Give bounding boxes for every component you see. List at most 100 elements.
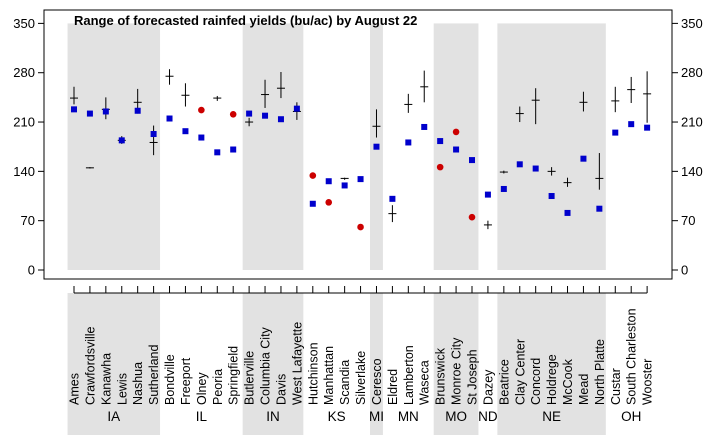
y-tick-label-right: 70 [681,213,695,228]
state-shade-ia [67,23,161,270]
square-point-ceresco [373,143,380,150]
square-point-crawfordsville [86,110,93,117]
square-point-south-charleston [628,121,635,128]
state-label-ks: KS [328,409,346,424]
site-label-south-charleston: South Charleston [625,308,639,405]
square-point-waseca [421,123,428,130]
square-point-ames [71,106,77,113]
site-label-lamberton: Lamberton [402,345,416,405]
square-point-dazey [484,191,491,198]
square-point-springfield [230,146,237,153]
circle-point-hutchinson [309,172,317,179]
square-point-brunswick [437,138,444,145]
site-label-holdrege: Holdrege [545,354,559,405]
square-point-concord [532,165,539,172]
site-label-brunswick: Brunswick [434,347,448,405]
circle-point-springfield [229,110,237,118]
y-tick-label-right: 0 [681,263,688,278]
state-shade-in [242,23,304,270]
site-label-west-lafayette: West Lafayette [290,322,304,405]
site-label-kanawha: Kanawha [99,353,113,405]
site-label-mead: Mead [577,374,591,405]
square-point-butlerville [246,110,253,117]
square-point-columbia-city [262,112,269,119]
square-point-clay-center [516,161,523,168]
square-point-st-joseph [469,157,475,164]
site-label-manhattan: Manhattan [322,346,336,405]
site-label-north-platte: North Platte [593,339,607,405]
y-tick-label-right: 210 [681,115,703,130]
square-point-kanawha [102,108,109,115]
site-label-wooster: Wooster [641,359,655,405]
state-label-mn: MN [398,409,419,424]
state-label-mo: MO [445,409,467,424]
square-point-mccook [564,209,571,216]
state-shade-ne [497,23,606,270]
circle-point-st-joseph [468,213,476,221]
site-label-waseca: Waseca [418,360,432,405]
square-point-wooster [644,124,651,131]
state-label-nd: ND [478,409,498,424]
square-point-lamberton [405,139,412,146]
site-label-eldred: Eldred [386,369,400,405]
site-label-clay-center: Clay Center [513,339,527,405]
y-tick-label-left: 210 [13,115,35,130]
square-point-davis [277,116,284,123]
square-point-mead [580,155,587,162]
site-label-ames: Ames [68,373,82,405]
plot-frame [43,9,673,280]
site-label-scandia: Scandia [338,360,352,405]
circle-point-monroe-city [452,128,460,136]
circle-point-olney [198,106,205,114]
circle-point-silverlake [357,223,364,231]
square-point-west-lafayette [293,105,300,112]
site-label-nashua: Nashua [131,362,145,405]
square-point-peoria [214,149,221,156]
state-label-shade-mo [433,293,479,435]
site-label-ceresco: Ceresco [370,358,384,405]
square-point-manhattan [325,178,332,185]
site-labels-layer: IA IL IN KS MI MN MO ND NE OH Ames Crawfordsville Ka… [68,308,655,424]
site-label-concord: Concord [529,358,543,405]
site-label-butlerville: Butlerville [243,351,257,405]
state-label-in: IN [266,409,280,424]
state-label-shade-in [242,293,304,435]
square-point-north-platte [596,205,603,212]
site-label-mccook: McCook [561,358,575,405]
square-point-holdrege [548,193,555,200]
site-label-bondville: Bondville [163,354,177,405]
site-label-crawfordsville: Crawfordsville [83,326,97,405]
square-point-hutchinson [309,200,316,207]
site-label-silverlake: Silverlake [354,351,368,405]
site-label-beatrice: Beatrice [497,359,511,405]
y-tick-label-left: 140 [13,164,35,179]
square-point-freeport [182,128,189,135]
square-point-sutherland [150,131,157,138]
chart-title: Range of forecasted rainfed yields (bu/a… [74,13,417,28]
square-point-scandia [341,182,348,189]
site-label-columbia-city: Columbia City [259,326,273,405]
y-tick-label-right: 350 [681,16,703,31]
site-label-st-joseph: St Joseph [466,349,480,405]
state-label-shade-ia [67,293,161,435]
circle-point-manhattan [325,199,333,206]
y-tick-label-right: 280 [681,65,703,80]
state-label-il: IL [196,409,208,424]
state-label-ia: IA [107,409,120,424]
site-label-custar: Custar [609,368,623,405]
site-label-dazey: Dazey [481,369,495,405]
circle-point-brunswick [436,163,444,171]
square-point-silverlake [357,176,364,183]
square-point-bondville [166,115,173,122]
square-point-monroe-city [453,146,460,153]
state-label-shade-mi [370,293,383,435]
state-label-mi: MI [369,409,384,424]
square-point-olney [198,134,205,141]
state-label-shade-ne [497,293,606,435]
site-label-freeport: Freeport [179,357,193,405]
state-label-oh: OH [621,409,641,424]
site-label-olney: Olney [195,372,209,405]
site-label-sutherland: Sutherland [147,344,161,405]
site-label-springfield: Springfield [227,346,241,405]
